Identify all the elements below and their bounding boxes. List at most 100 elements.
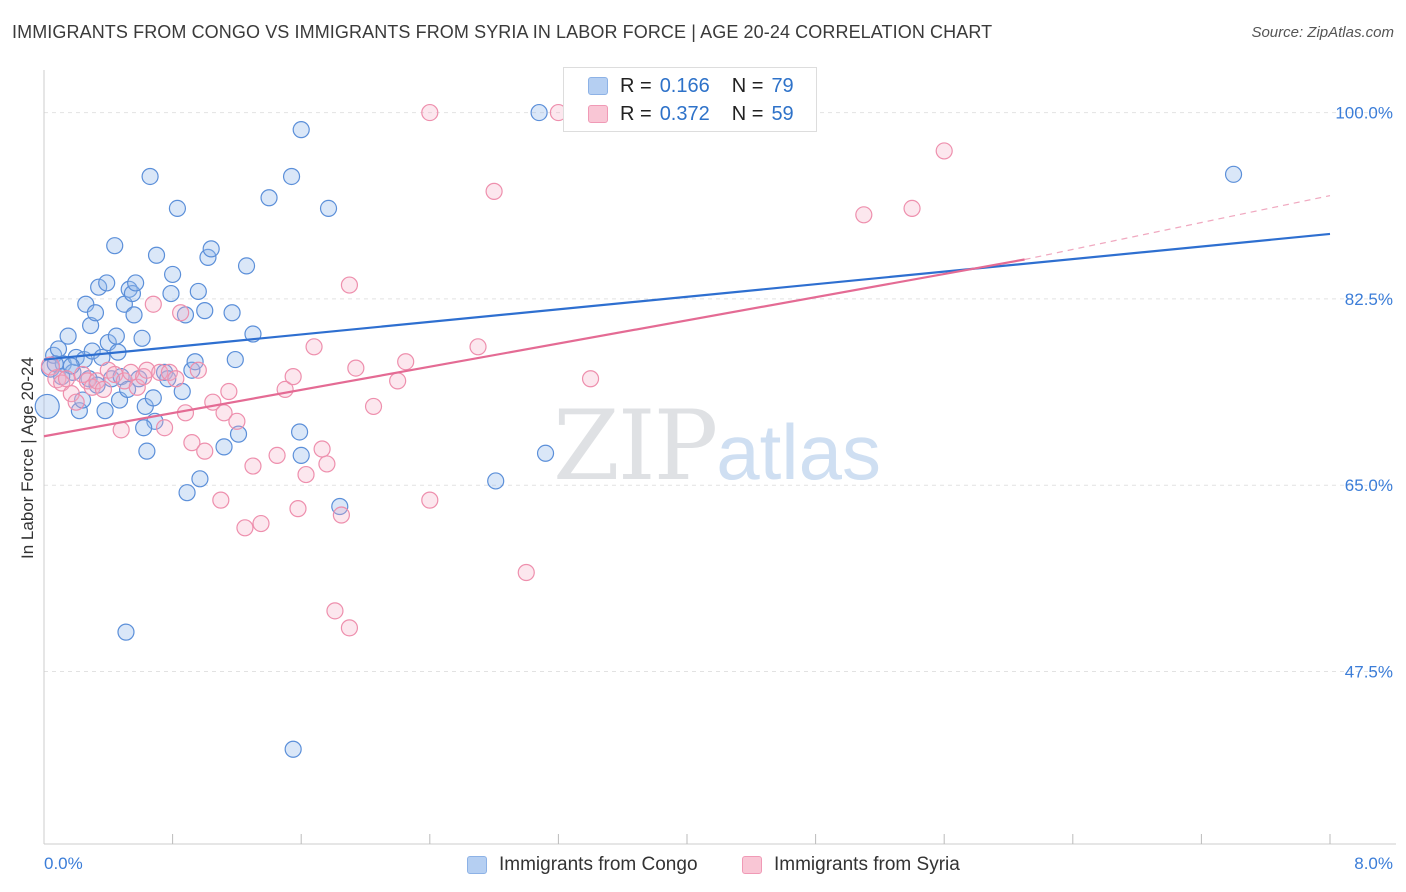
congo-n-label: N =: [731, 74, 764, 97]
legend-congo-label: Immigrants from Congo: [499, 854, 698, 875]
point-syria-20: [151, 363, 169, 381]
stats-legend: R = 0.166 N = 79 R = 0.372 N = 59: [563, 67, 817, 132]
point-congo-49: [202, 240, 220, 258]
y-axis-label: In Labor Force | Age 20-24: [18, 357, 37, 559]
point-syria-19: [144, 295, 162, 313]
congo-r-label: R =: [620, 74, 652, 97]
point-syria-33: [228, 412, 246, 430]
point-syria-37: [268, 446, 286, 465]
point-congo-46: [191, 470, 209, 488]
point-syria-60: [855, 206, 873, 224]
point-congo-79: [34, 393, 60, 420]
point-congo-54: [237, 257, 256, 275]
point-syria-28: [196, 442, 214, 460]
point-congo-39: [168, 199, 187, 218]
point-syria-16: [128, 378, 146, 396]
point-syria-3: [57, 370, 76, 388]
point-congo-11: [82, 316, 100, 335]
stats-row-syria: R = 0.372 N = 59: [588, 102, 794, 126]
point-syria-9: [88, 372, 106, 390]
point-syria-10: [94, 380, 113, 398]
point-syria-5: [67, 393, 85, 411]
point-syria-26: [183, 434, 201, 452]
y-tick-label-2: 82.5%: [1345, 290, 1393, 309]
point-congo-47: [196, 302, 214, 320]
point-congo-25: [123, 284, 142, 303]
point-congo-4: [59, 327, 77, 345]
watermark: ZIPatlas: [553, 398, 881, 495]
point-syria-55: [469, 338, 487, 356]
point-syria-18: [138, 361, 156, 379]
point-syria-47: [340, 276, 359, 294]
congo-swatch: [588, 77, 608, 95]
chart-title: IMMIGRANTS FROM CONGO VS IMMIGRANTS FROM…: [12, 22, 993, 42]
source-label: Source: ZipAtlas.com: [1251, 24, 1394, 41]
point-congo-50: [215, 438, 233, 456]
point-congo-73: [117, 623, 135, 641]
watermark-atlas: atlas: [716, 408, 881, 496]
point-syria-36: [252, 514, 270, 533]
point-syria-57: [517, 563, 535, 582]
point-congo-20: [107, 327, 125, 345]
point-syria-30: [212, 491, 230, 509]
legend-syria-swatch: [742, 856, 762, 874]
point-syria-4: [62, 385, 80, 403]
point-congo-45: [189, 282, 207, 301]
point-congo-74: [284, 740, 302, 758]
point-syria-40: [289, 500, 307, 518]
congo-n-value: 79: [771, 74, 794, 97]
point-syria-44: [318, 455, 336, 473]
point-syria-49: [340, 619, 359, 637]
point-congo-37: [162, 284, 180, 303]
point-congo-31: [141, 167, 159, 186]
legend-item-syria[interactable]: Immigrants from Syria: [742, 852, 960, 878]
watermark-zip: ZIP: [553, 390, 718, 502]
x-tick-label-1: 8.0%: [1354, 854, 1393, 873]
point-syria-61: [903, 199, 921, 218]
point-syria-52: [397, 353, 415, 371]
point-congo-53: [229, 425, 248, 443]
point-syria-23: [167, 370, 185, 388]
point-congo-52: [226, 350, 244, 369]
congo-r-value: 0.166: [659, 74, 710, 97]
point-congo-61: [319, 199, 338, 218]
y-tick-label-1: 65.0%: [1345, 476, 1393, 495]
point-syria-45: [326, 602, 344, 620]
point-congo-38: [164, 265, 182, 284]
point-congo-34: [147, 246, 166, 264]
point-syria-35: [244, 457, 262, 475]
x-tick-label-0: 0.0%: [44, 854, 83, 873]
point-congo-26: [127, 274, 145, 292]
point-congo-42: [178, 484, 196, 502]
legend-syria-label: Immigrants from Syria: [774, 854, 960, 875]
point-syria-24: [172, 304, 190, 322]
point-syria-54: [485, 182, 503, 200]
y-tick-label-0: 47.5%: [1345, 663, 1393, 682]
point-congo-19: [106, 237, 124, 255]
point-syria-42: [305, 338, 323, 356]
legend-item-congo[interactable]: Immigrants from Congo: [467, 852, 698, 878]
point-syria-34: [236, 519, 254, 537]
point-congo-30: [138, 442, 156, 460]
point-congo-78: [1224, 165, 1243, 183]
point-congo-71: [125, 306, 143, 324]
point-syria-22: [160, 363, 178, 381]
point-congo-57: [282, 167, 301, 186]
point-syria-58: [421, 103, 439, 122]
point-syria-62: [935, 142, 953, 160]
point-congo-13: [86, 304, 105, 322]
trendline-syria-extension: [1024, 195, 1331, 261]
point-syria-53: [421, 491, 439, 509]
point-syria-21: [155, 419, 174, 437]
point-syria-39: [284, 368, 302, 386]
point-congo-60: [292, 446, 310, 465]
syria-r-label: R =: [620, 102, 652, 125]
point-syria-41: [297, 465, 315, 484]
point-syria-50: [364, 397, 383, 416]
point-congo-68: [98, 274, 116, 292]
point-congo-9: [77, 295, 95, 313]
legend-congo-swatch: [467, 856, 487, 874]
point-syria-51: [389, 372, 407, 390]
point-syria-1: [47, 369, 67, 389]
